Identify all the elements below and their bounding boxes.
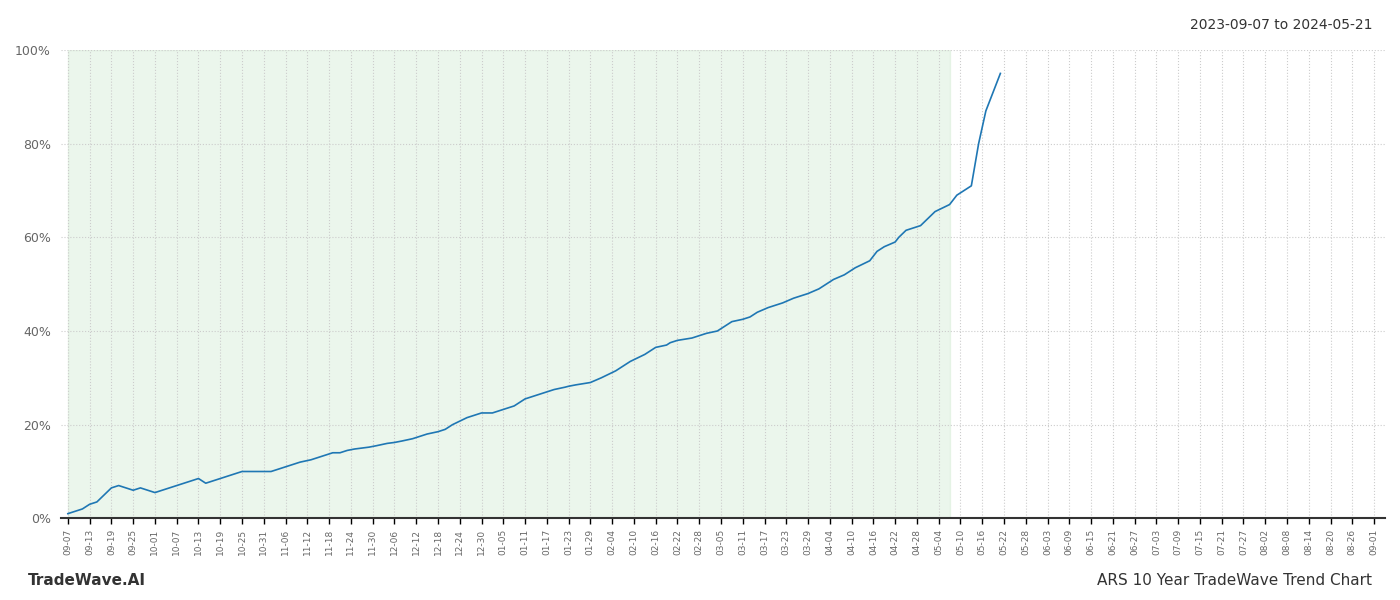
Bar (67, 50, 949, 518)
Text: ARS 10 Year TradeWave Trend Chart: ARS 10 Year TradeWave Trend Chart (1098, 573, 1372, 588)
Text: TradeWave.AI: TradeWave.AI (28, 573, 146, 588)
Text: 2023-09-07 to 2024-05-21: 2023-09-07 to 2024-05-21 (1190, 18, 1372, 32)
